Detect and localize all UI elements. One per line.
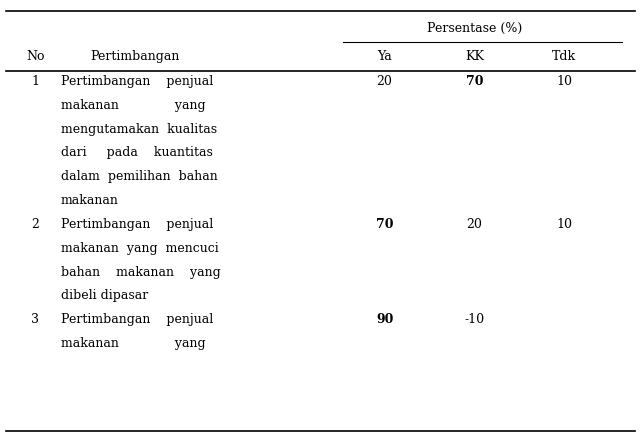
Text: No: No (26, 50, 44, 63)
Text: 10: 10 (556, 75, 572, 88)
Text: makanan              yang: makanan yang (61, 337, 206, 350)
Text: mengutamakan  kualitas: mengutamakan kualitas (61, 123, 217, 136)
Text: 3: 3 (31, 313, 39, 326)
Text: Persentase (%): Persentase (%) (427, 22, 522, 35)
Text: makanan  yang  mencuci: makanan yang mencuci (61, 242, 219, 255)
Text: Pertimbangan    penjual: Pertimbangan penjual (61, 75, 213, 88)
Text: Tdk: Tdk (552, 50, 576, 63)
Text: 2: 2 (31, 218, 39, 231)
Text: Pertimbangan    penjual: Pertimbangan penjual (61, 313, 213, 326)
Text: 10: 10 (556, 218, 572, 231)
Text: 90: 90 (376, 313, 394, 326)
Text: 70: 70 (465, 75, 483, 88)
Text: Pertimbangan    penjual: Pertimbangan penjual (61, 218, 213, 231)
Text: KK: KK (465, 50, 484, 63)
Text: 20: 20 (377, 75, 392, 88)
Text: dari     pada    kuantitas: dari pada kuantitas (61, 146, 213, 160)
Text: dalam  pemilihan  bahan: dalam pemilihan bahan (61, 170, 218, 183)
Text: dibeli dipasar: dibeli dipasar (61, 289, 148, 303)
Text: Pertimbangan: Pertimbangan (90, 50, 179, 63)
Text: 1: 1 (31, 75, 39, 88)
Text: makanan: makanan (61, 194, 119, 207)
Text: -10: -10 (464, 313, 485, 326)
Text: Ya: Ya (377, 50, 392, 63)
Text: bahan    makanan    yang: bahan makanan yang (61, 265, 221, 279)
Text: 70: 70 (376, 218, 394, 231)
Text: 20: 20 (467, 218, 482, 231)
Text: makanan              yang: makanan yang (61, 99, 206, 112)
